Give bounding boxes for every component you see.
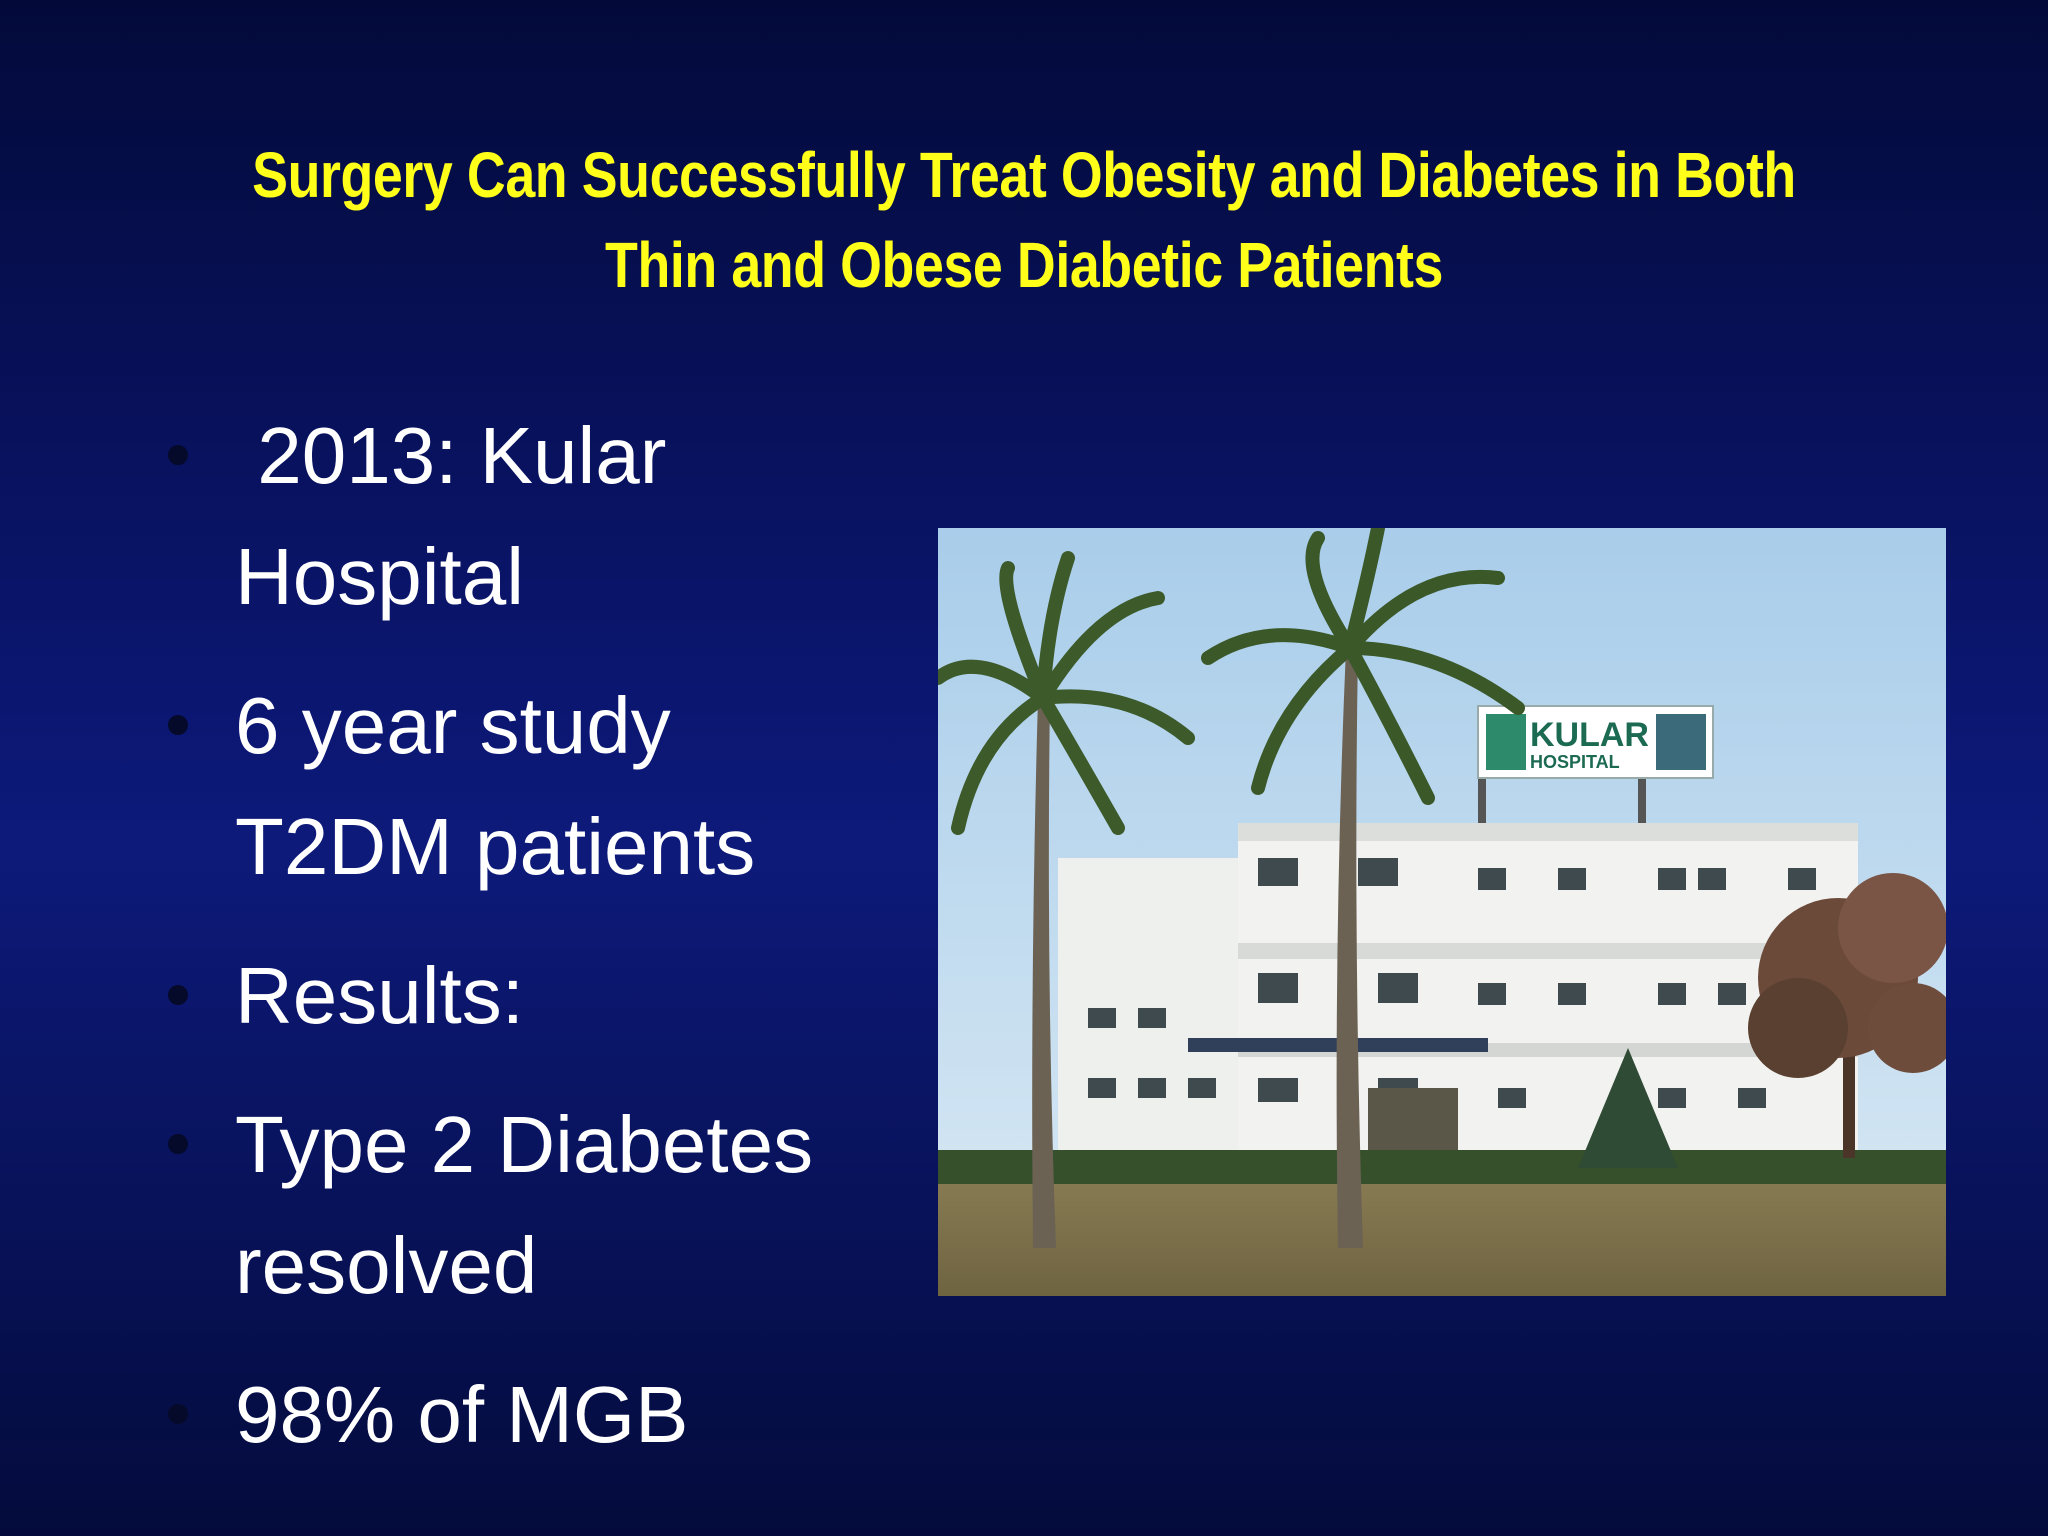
bullet-icon (168, 1134, 188, 1154)
title-line-2: Thin and Obese Diabetic Patients (605, 229, 1443, 301)
bullet-text-line: 6 year study (235, 681, 671, 770)
bullet-text-line: Results: (235, 951, 524, 1040)
sign-word-2: HOSPITAL (1530, 752, 1620, 772)
bullet-icon (168, 985, 188, 1005)
hospital-photo: KULAR HOSPITAL (938, 528, 1946, 1296)
bullet-item: Type 2 Diabetes resolved (160, 1084, 920, 1326)
hedge (938, 1150, 1946, 1184)
bullet-item: Results: (160, 935, 920, 1056)
left-palm-tree (938, 551, 1195, 1248)
center-palm-tree (1201, 528, 1525, 1248)
right-tree (1748, 873, 1946, 1158)
building-windows (1088, 858, 1816, 1108)
title-line-1: Surgery Can Successfully Treat Obesity a… (252, 139, 1796, 211)
bullet-text-line: Type 2 Diabetes (235, 1100, 814, 1189)
bullet-item: 2013: Kular Hospital (160, 395, 920, 637)
bullet-text-line: 98% of MGB (235, 1370, 689, 1459)
bullet-item: 98% of MGB (160, 1354, 920, 1475)
bullet-icon (168, 445, 188, 465)
bullet-text-line: T2DM patients (235, 802, 756, 891)
bullet-item: 6 year study T2DM patients (160, 665, 920, 907)
bullet-icon (168, 1404, 188, 1424)
bullet-text-line: Hospital (235, 532, 525, 621)
bullet-text-line: 2013: Kular (235, 411, 667, 500)
slide-title: Surgery Can Successfully Treat Obesity a… (164, 130, 1884, 310)
sign-word-1: KULAR (1530, 716, 1649, 754)
hospital-photo-illustration: KULAR HOSPITAL (938, 528, 1946, 1296)
bullet-text-line: resolved (235, 1221, 538, 1310)
lawn (938, 1168, 1946, 1296)
bullet-icon (168, 715, 188, 735)
pine-tree (1578, 1048, 1678, 1168)
bullet-list: 2013: Kular Hospital 6 year study T2DM p… (160, 395, 920, 1503)
